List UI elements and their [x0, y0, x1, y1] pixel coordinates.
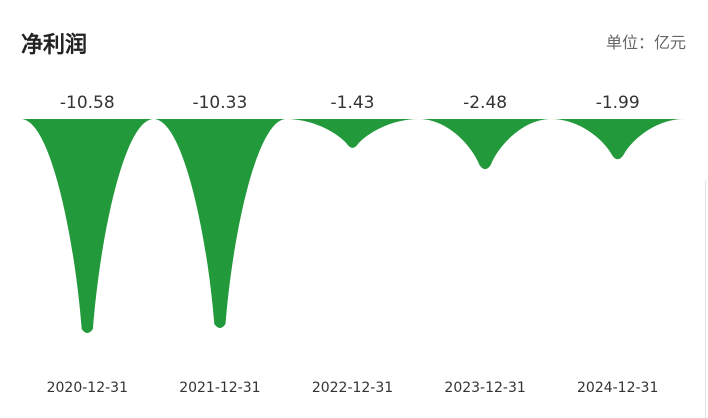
x-tick-label: 2022-12-31 — [312, 380, 393, 396]
bar-2022-12-31 — [286, 119, 419, 148]
value-label: -10.58 — [60, 93, 115, 113]
value-label: -2.48 — [463, 93, 507, 113]
unit-label: 单位：亿元 — [605, 33, 686, 52]
x-tick-label: 2020-12-31 — [47, 380, 128, 396]
bar-2024-12-31 — [551, 119, 684, 160]
value-label: -1.43 — [331, 93, 375, 113]
value-label: -1.99 — [596, 93, 640, 113]
bar-2021-12-31 — [153, 119, 287, 328]
x-tick-label: 2023-12-31 — [444, 380, 525, 396]
bar-2020-12-31 — [21, 119, 154, 333]
chart-title: 净利润 — [21, 33, 88, 58]
x-tick-label: 2024-12-31 — [577, 380, 658, 396]
x-tick-label: 2021-12-31 — [179, 380, 260, 396]
bar-2023-12-31 — [418, 119, 552, 170]
value-label: -10.33 — [192, 93, 247, 113]
panel-divider — [705, 180, 706, 418]
